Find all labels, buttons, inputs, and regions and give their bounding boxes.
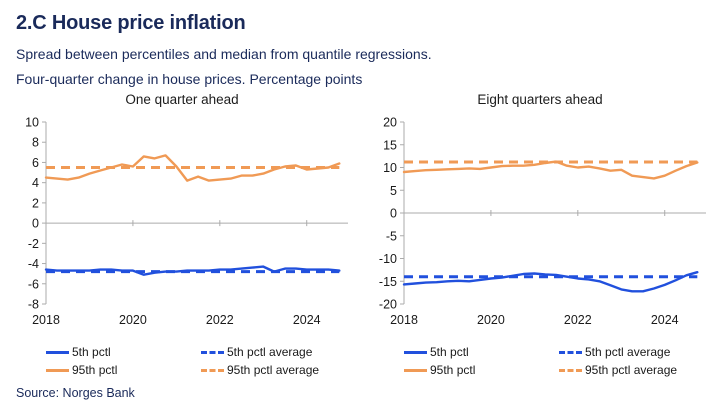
panel-one-quarter-ahead: One quarter ahead -8 -6 -4 -2 0 2 4 6 8 10 2018 202…	[6, 90, 358, 379]
x-axis-zero-line: 2018 2020 2022 2024	[390, 210, 706, 327]
x-tick-label: 2024	[293, 313, 321, 327]
x-tick-label: 2020	[477, 313, 505, 327]
legend-label: 5th pctl average	[227, 345, 313, 359]
y-tick-label: 6	[32, 156, 39, 170]
blue-solid-line-swatch	[404, 350, 427, 354]
y-axis: -20 -15 -10 -5 0 5 10 15 20	[379, 116, 405, 312]
legend-label: 95th pctl average	[585, 363, 678, 377]
legend-item-95th-pctl: 95th pctl	[46, 363, 201, 377]
panel-title-one-quarter-ahead: One quarter ahead	[125, 92, 239, 107]
x-tick-label: 2020	[119, 313, 147, 327]
legend-item-5th-pctl-average: 5th pctl average	[559, 345, 714, 359]
y-tick-label: -5	[386, 229, 397, 243]
x-tick-label: 2018	[390, 313, 418, 327]
page-title: 2.C House price inflation	[16, 12, 246, 34]
legend-item-5th-pctl-average: 5th pctl average	[201, 345, 356, 359]
orange-dashed-line-swatch	[201, 368, 224, 372]
legend-row: 95th pctl 95th pctl average	[404, 361, 716, 379]
legend-one-quarter-ahead: 5th pctl 5th pctl average 95th pctl 95th…	[46, 343, 358, 379]
y-tick-label: 5	[390, 184, 397, 198]
orange-solid-line-swatch	[46, 368, 69, 372]
source-note: Source: Norges Bank	[16, 386, 135, 400]
y-tick-label: -10	[379, 252, 397, 266]
y-tick-label: 15	[383, 138, 397, 152]
series-5th-pctl	[44, 265, 341, 276]
y-tick-label: -6	[28, 277, 39, 291]
figure-subtitle-line1: Spread between percentiles and median fr…	[16, 46, 432, 62]
legend-row: 5th pctl 5th pctl average	[46, 343, 358, 361]
x-tick-label: 2024	[651, 313, 679, 327]
series-5th-pctl	[402, 270, 699, 293]
panel-title-eight-quarters-ahead: Eight quarters ahead	[477, 92, 603, 107]
legend-item-5th-pctl: 5th pctl	[46, 345, 201, 359]
legend-item-95th-pctl-average: 95th pctl average	[559, 363, 714, 377]
y-tick-label: 0	[390, 207, 397, 221]
legend-label: 5th pctl	[72, 345, 111, 359]
legend-eight-quarters-ahead: 5th pctl 5th pctl average 95th pctl 95th…	[404, 343, 716, 379]
x-axis-zero-line: 2018 2020 2022 2024	[32, 220, 348, 327]
y-tick-label: -15	[379, 275, 397, 289]
legend-item-95th-pctl: 95th pctl	[404, 363, 559, 377]
y-tick-label: -4	[28, 257, 39, 271]
y-tick-label: 4	[32, 176, 39, 190]
series-95th-pctl	[44, 154, 341, 182]
blue-dashed-line-swatch	[201, 350, 224, 354]
y-axis: -8 -6 -4 -2 0 2 4 6 8 10	[25, 116, 47, 312]
legend-item-5th-pctl: 5th pctl	[404, 345, 559, 359]
y-tick-label: 10	[383, 161, 397, 175]
legend-item-95th-pctl-average: 95th pctl average	[201, 363, 356, 377]
panel-eight-quarters-ahead: Eight quarters ahead -20 -15 -10 -5 0 5 10 15 20…	[364, 90, 716, 379]
y-tick-label: 2	[32, 196, 39, 210]
blue-solid-line-swatch	[46, 350, 69, 354]
legend-label: 95th pctl	[72, 363, 118, 377]
orange-solid-line-swatch	[404, 368, 427, 372]
legend-label: 5th pctl average	[585, 345, 671, 359]
blue-dashed-line-swatch	[559, 350, 582, 354]
y-tick-label: 10	[25, 116, 39, 130]
x-tick-label: 2022	[564, 313, 592, 327]
y-tick-label: 8	[32, 136, 39, 150]
figure-header: 2.C House price inflation Spread between…	[16, 12, 432, 90]
x-tick-label: 2018	[32, 313, 60, 327]
orange-dashed-line-swatch	[559, 368, 582, 372]
legend-label: 5th pctl	[430, 345, 469, 359]
y-tick-label: 20	[383, 116, 397, 130]
y-tick-label: -8	[28, 298, 39, 312]
chart-eight-quarters-ahead: -20 -15 -10 -5 0 5 10 15 20 2018 2020 2022 2024	[379, 116, 706, 327]
y-tick-label: -2	[28, 237, 39, 251]
y-tick-label: 0	[32, 217, 39, 231]
figure-subtitle-line2: Four-quarter change in house prices. Per…	[16, 71, 363, 87]
x-tick-label: 2022	[206, 313, 234, 327]
legend-label: 95th pctl average	[227, 363, 320, 377]
chart-one-quarter-ahead: -8 -6 -4 -2 0 2 4 6 8 10 2018 2020 2022 2024	[25, 116, 348, 327]
legend-label: 95th pctl	[430, 363, 476, 377]
series-95th-pctl	[402, 160, 699, 180]
y-tick-label: -20	[379, 298, 397, 312]
legend-row: 95th pctl 95th pctl average	[46, 361, 358, 379]
legend-row: 5th pctl 5th pctl average	[404, 343, 716, 361]
